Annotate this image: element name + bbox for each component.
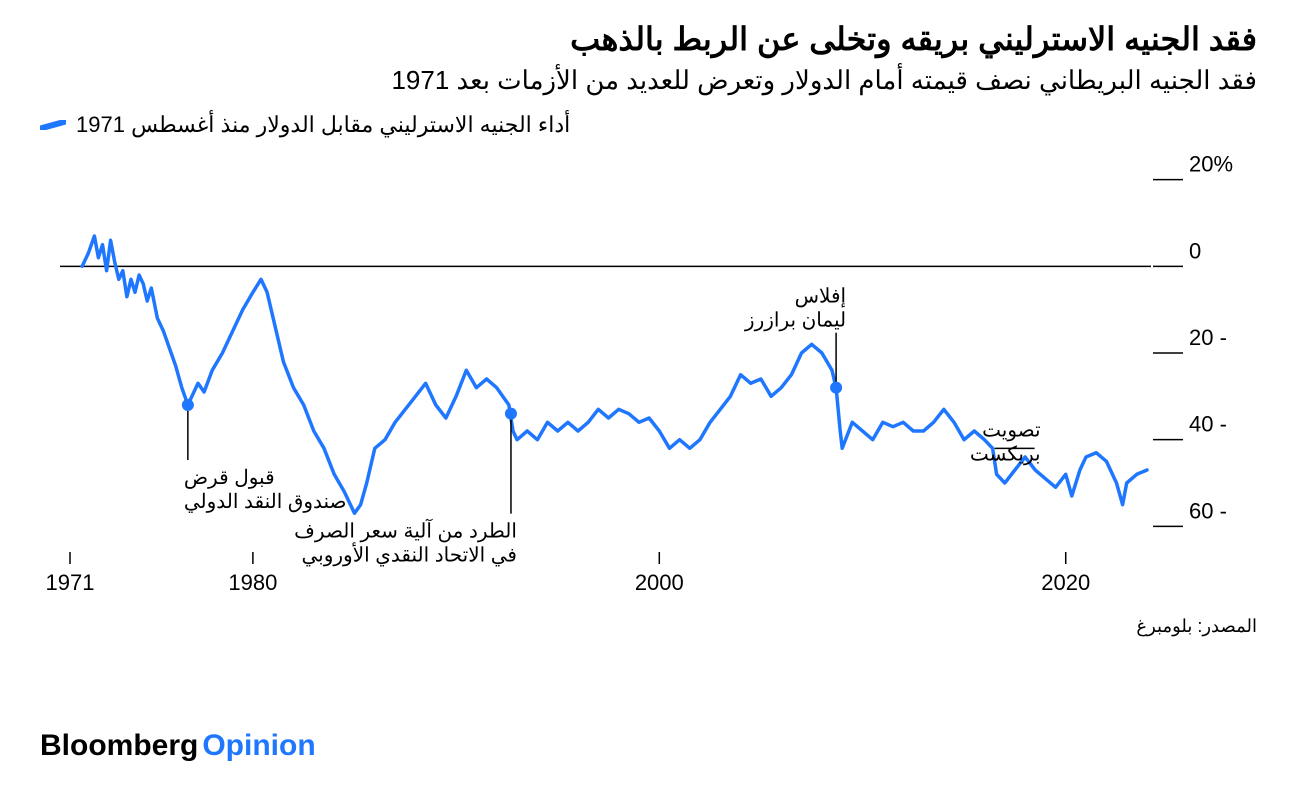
svg-text:قبول قرض: قبول قرض: [184, 467, 275, 489]
svg-text:تصويت: تصويت: [982, 420, 1040, 442]
legend-marker: [40, 120, 66, 130]
brand-bloomberg: Bloomberg: [40, 729, 198, 762]
svg-text:2020: 2020: [1041, 570, 1090, 595]
brand-opinion: Opinion: [202, 729, 315, 762]
source-text: المصدر: بلومبرغ: [40, 616, 1257, 637]
svg-text:بريكست: بريكست: [970, 444, 1041, 466]
chart-subtitle: فقد الجنيه البريطاني نصف قيمته أمام الدو…: [40, 64, 1257, 98]
svg-text:60 -: 60 -: [1189, 499, 1227, 524]
brand-logo: BloombergOpinion: [40, 729, 316, 763]
svg-text:40 -: 40 -: [1189, 412, 1227, 437]
svg-text:الطرد من آلية سعر الصرف: الطرد من آلية سعر الصرف: [294, 519, 517, 543]
line-chart: 20% 0 20 - 40 - 60 - 1971 1980 2000 2020 قبول قرض…: [40, 148, 1257, 608]
svg-text:صندوق النقد الدولي: صندوق النقد الدولي: [184, 491, 347, 513]
svg-text:2000: 2000: [635, 570, 684, 595]
svg-text:ليمان برازرز: ليمان برازرز: [744, 310, 846, 332]
svg-text:1971: 1971: [46, 570, 95, 595]
chart-title: فقد الجنيه الاسترليني بريقه وتخلى عن الر…: [40, 20, 1257, 58]
svg-text:في الاتحاد النقدي الأوروبي: في الاتحاد النقدي الأوروبي: [301, 542, 516, 567]
svg-text:إفلاس: إفلاس: [795, 286, 846, 309]
svg-text:20%: 20%: [1189, 152, 1233, 177]
svg-text:0: 0: [1189, 239, 1201, 264]
svg-text:20 -: 20 -: [1189, 325, 1227, 350]
legend-label: أداء الجنيه الاسترليني مقابل الدولار منذ…: [76, 112, 570, 138]
svg-text:1980: 1980: [228, 570, 277, 595]
legend: أداء الجنيه الاسترليني مقابل الدولار منذ…: [40, 112, 1257, 138]
